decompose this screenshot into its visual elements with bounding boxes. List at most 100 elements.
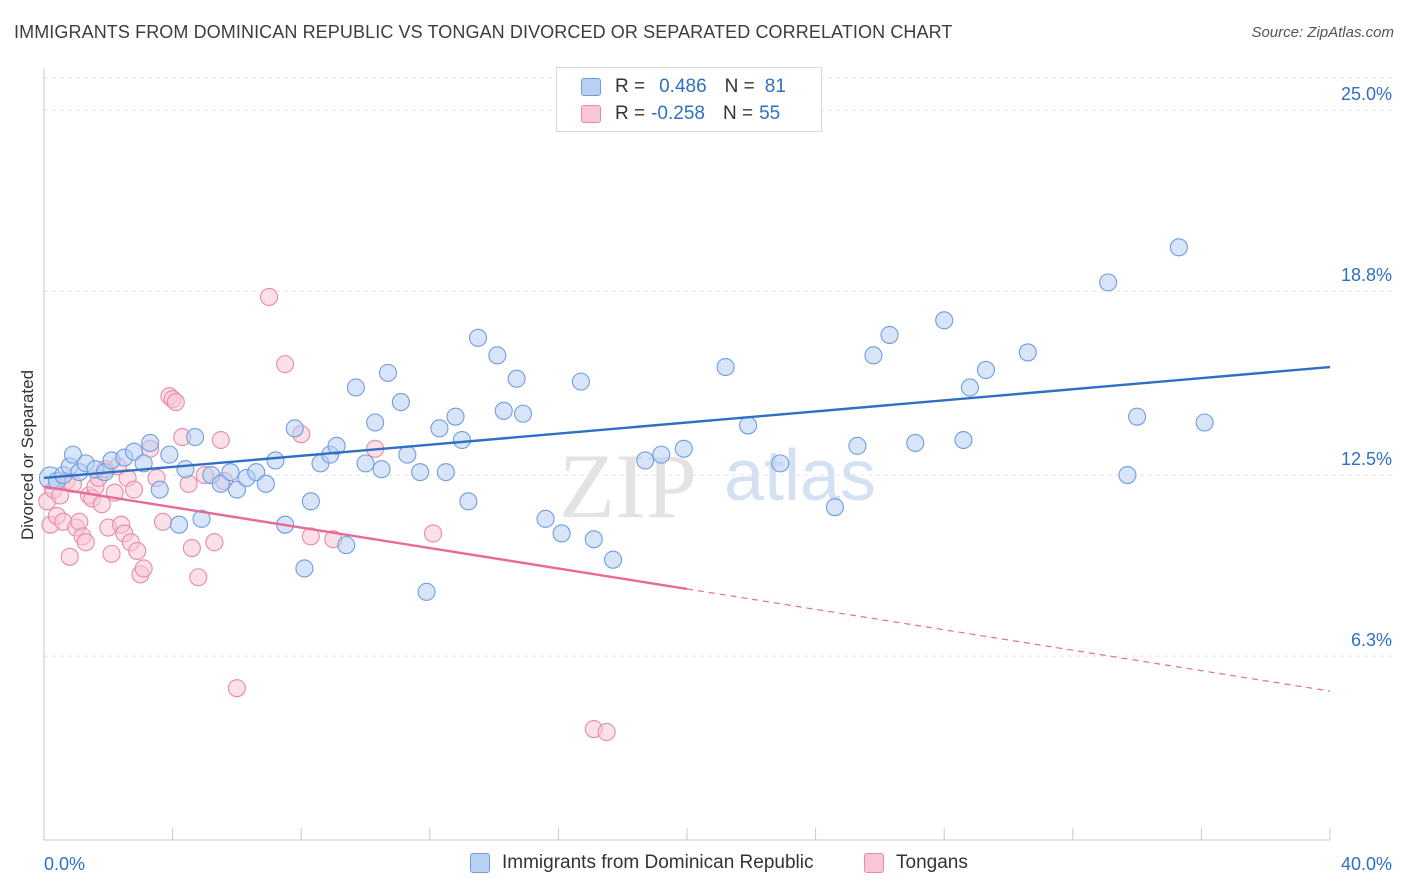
point-dominican [266,451,285,470]
point-tongans [211,430,230,450]
point-dominican [552,524,571,543]
point-dominican [459,492,478,511]
point-dominican [150,480,169,499]
point-dominican [507,369,526,388]
point-dominican [176,460,195,479]
point-dominican [825,498,844,517]
point-tongans [166,393,185,412]
bottom-legend-label: Tongans [896,852,968,873]
trendlines [43,365,1331,692]
point-dominican [513,404,533,423]
point-dominican [398,445,417,464]
y-tick-label: 6.3% [1351,630,1392,650]
point-dominican [935,311,954,330]
point-tongans [276,355,295,374]
point-dominican [584,530,603,549]
point-dominican [864,346,883,365]
point-dominican [124,442,144,461]
bottom-legend-label: Immigrants from Dominican Republic [502,852,814,873]
point-dominican [880,325,899,344]
point-dominican [346,378,365,397]
x-tick-label: 0.0% [44,854,85,874]
point-tongans [124,480,144,499]
point-tongans [153,512,173,531]
point-dominican [848,436,867,455]
point-tongans [60,547,79,566]
point-tongans [70,512,89,531]
point-dominican [356,454,375,473]
point-dominican [771,454,790,473]
bottom-legend-dominican: Immigrants from Dominican Republic [470,852,814,874]
point-dominican [1195,413,1214,432]
point-dominican [134,454,153,473]
axes [43,68,1331,841]
point-tongans [259,287,279,307]
point-dominican [430,419,449,438]
legend-n-value: 81 [764,76,786,97]
point-dominican [211,474,230,493]
point-dominican [327,436,346,455]
point-dominican [604,550,623,569]
point-dominican [247,463,266,482]
point-tongans [227,679,246,698]
point-dominican [378,363,398,382]
trendline-tongans-extension [686,588,1331,692]
point-dominican [141,433,160,452]
point-tongans [301,527,320,546]
bottom-legend-swatch-pink [864,853,884,873]
legend-r-label: R = [615,103,646,124]
point-dominican [571,372,590,391]
x-tick-label: 40.0% [1341,854,1392,874]
point-dominican [366,413,385,432]
point-dominican [436,463,455,482]
point-dominican [256,474,275,493]
legend-n-label: N = [722,103,754,124]
point-dominican [906,433,925,452]
point-dominican [452,430,472,450]
point-dominican [221,463,240,482]
legend-r-label: R = [615,76,646,97]
point-dominican [227,480,246,499]
legend-n-value: 55 [759,103,781,124]
chart-title: IMMIGRANTS FROM DOMINICAN REPUBLIC VS TO… [14,22,953,42]
point-dominican [1018,343,1037,362]
point-dominican [63,445,82,464]
point-tongans [182,538,201,558]
point-dominican [186,428,205,447]
watermark-zip: ZIP [559,435,697,537]
point-tongans [76,533,95,552]
y-tick-label: 12.5% [1341,449,1392,469]
point-dominican [1118,466,1137,485]
trendline-dominican [43,365,1331,480]
legend-r-value: 0.486 [659,76,707,97]
series-dominican [38,238,1214,601]
point-dominican [976,360,996,380]
watermark: ZIP atlas [559,435,876,537]
legend-n-label: N = [724,76,755,97]
y-tick-label: 18.8% [1341,265,1392,285]
point-dominican [411,463,430,482]
point-tongans [205,533,224,552]
point-tongans [179,474,198,493]
point-tongans [423,524,443,543]
legend-row-tongans: R = -0.258 N = 55 [581,101,780,127]
point-dominican [716,357,735,377]
point-dominican [417,582,436,601]
point-dominican [468,328,488,347]
point-dominican [494,401,513,420]
point-dominican [301,492,320,511]
point-dominican [636,451,655,470]
legend-swatch-pink [581,105,601,123]
point-dominican [169,515,189,534]
legend-row-dominican: R = 0.486 N = 81 [581,74,786,100]
point-dominican [446,407,465,426]
point-dominican [337,536,356,555]
series-tongans [38,287,616,742]
y-tick-label: 25.0% [1341,84,1392,104]
legend: R = 0.486 N = 81 R = -0.258 N = 55 [556,67,822,132]
point-tongans [597,722,616,742]
point-dominican [739,416,758,435]
point-dominican [954,430,973,450]
legend-swatch-blue [581,78,601,96]
